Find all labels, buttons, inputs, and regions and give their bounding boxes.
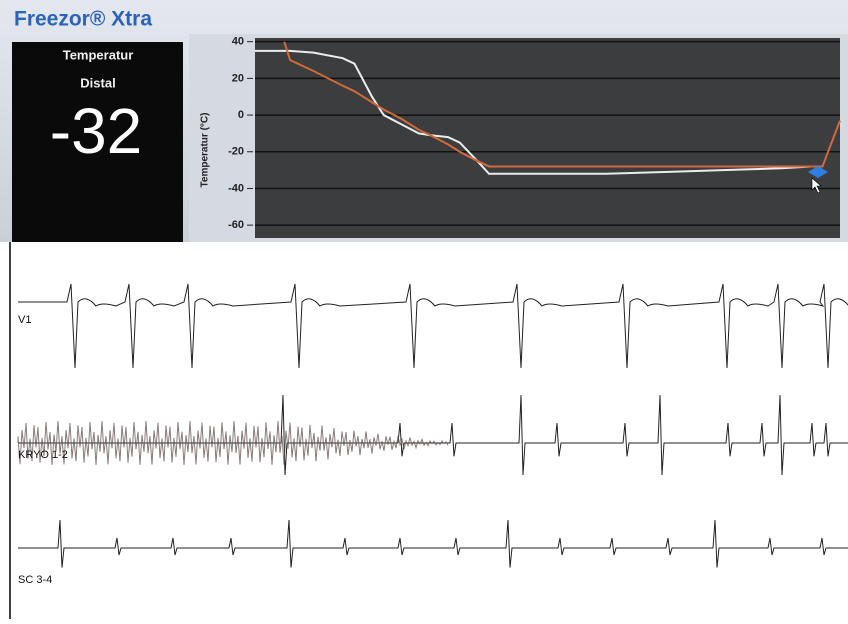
plot-area — [255, 38, 840, 238]
trace-label: SC 3-4 — [18, 574, 52, 586]
readout-sublabel: Distal — [80, 75, 115, 90]
y-tick-label: 0 — [238, 109, 244, 121]
readout-value: -32 — [50, 95, 143, 167]
readout-label: Temperatur — [63, 47, 134, 62]
y-tick-label: 20 — [232, 72, 244, 84]
y-tick-label: -60 — [228, 219, 244, 231]
app-title: Freezor® Xtra — [14, 8, 152, 31]
trace-label: KRYO 1-2 — [18, 449, 68, 461]
y-axis-label: Temperatur (°C) — [200, 113, 211, 188]
trace-label: V1 — [18, 314, 31, 326]
y-tick-label: 40 — [232, 36, 244, 48]
page: Freezor® Xtra Temperatur Distal -32 Temp… — [0, 0, 848, 619]
y-tick-label: -40 — [228, 182, 244, 194]
y-tick-label: -20 — [228, 146, 244, 158]
